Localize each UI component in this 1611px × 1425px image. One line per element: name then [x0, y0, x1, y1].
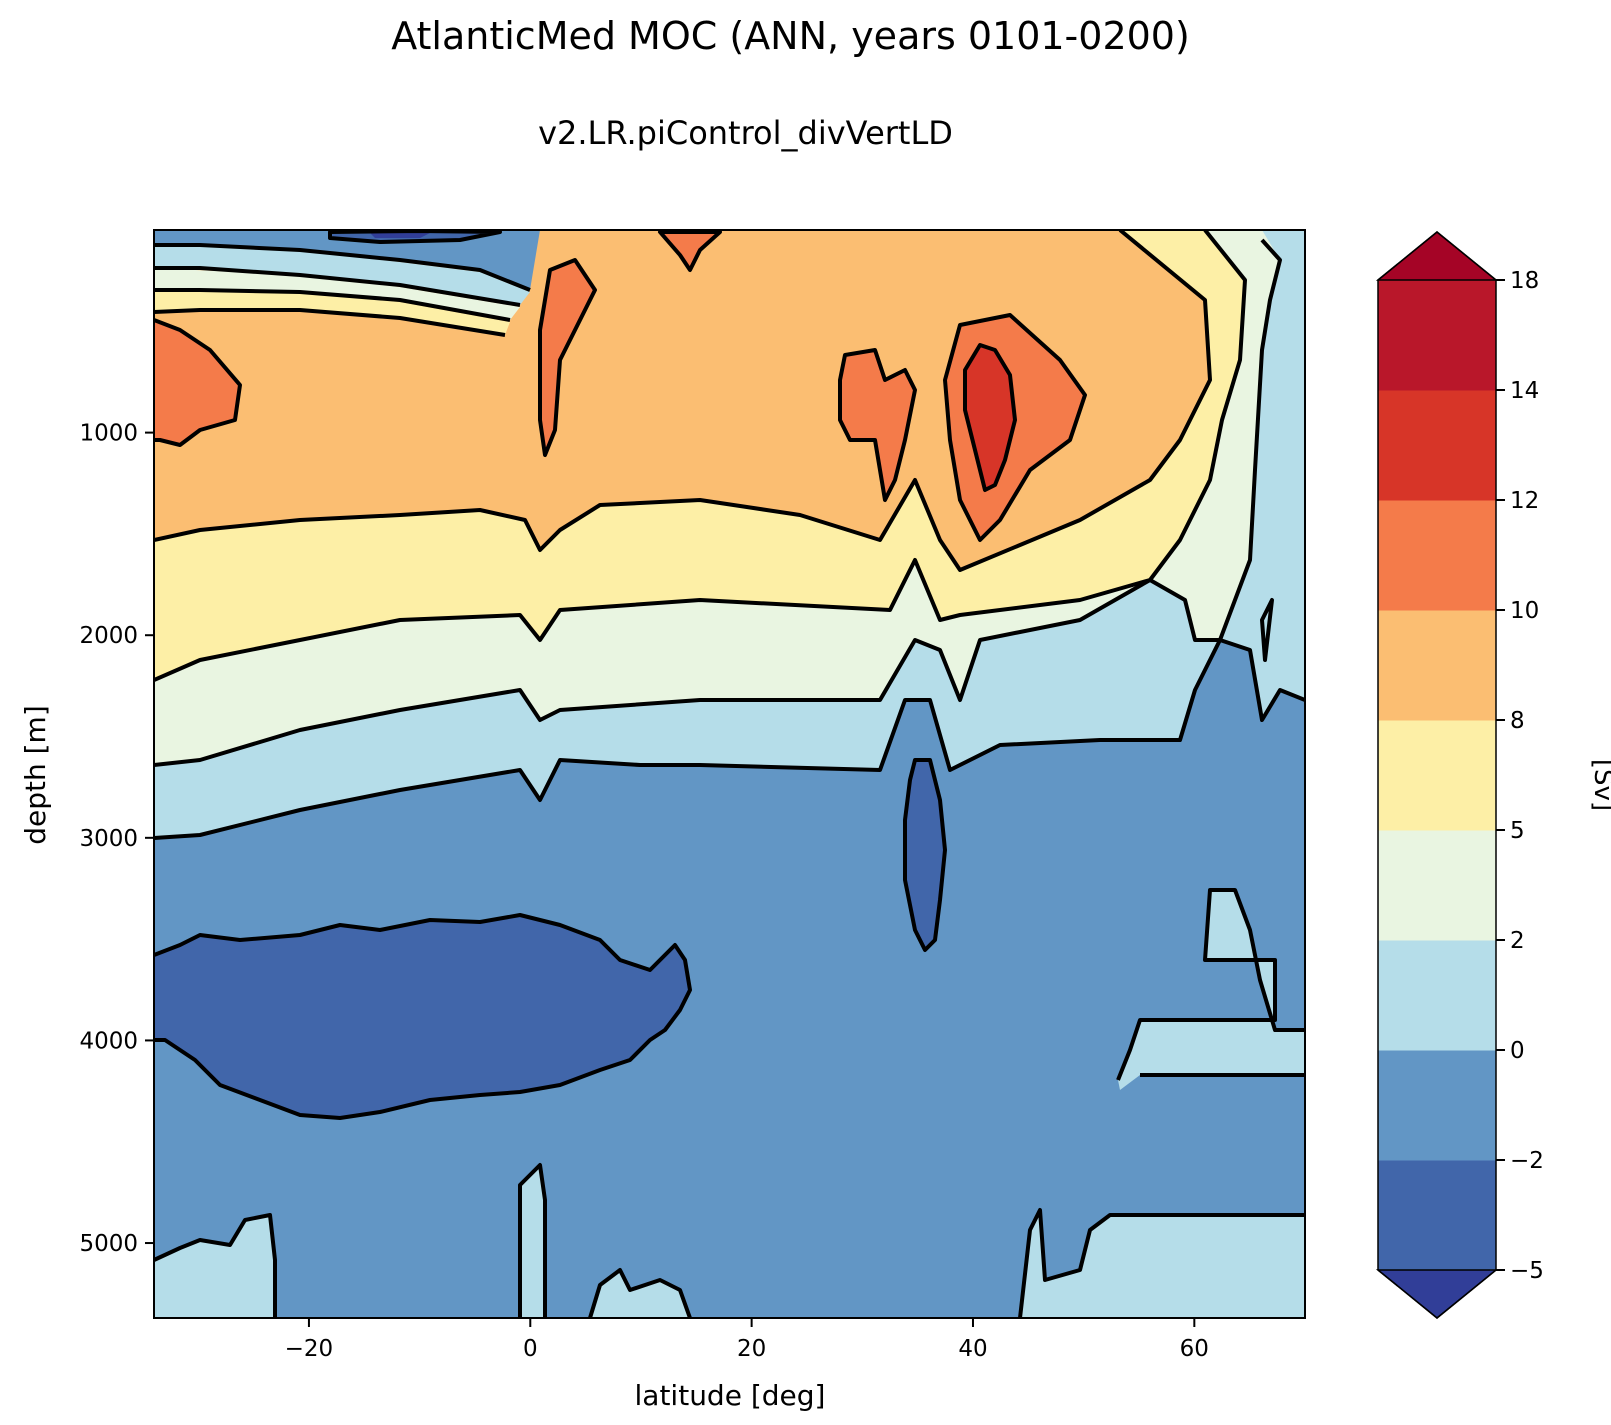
- contour-line: [154, 243, 531, 292]
- chart-subtitle: v2.LR.piControl_divVertLD: [538, 114, 953, 152]
- colorbar-extend-bottom: [1375, 1269, 1499, 1319]
- colorbar-segment: [1378, 500, 1496, 611]
- colorbar-segment: [1378, 720, 1496, 831]
- contour-line: [658, 230, 722, 272]
- field-band-0-2-bottom-east: [1020, 1210, 1305, 1318]
- colorbar-tick-label: −5: [1510, 1258, 1544, 1284]
- plot-frame: [153, 229, 1306, 1319]
- contour-line: [588, 1268, 692, 1318]
- contour-line: [154, 638, 1305, 840]
- colorbar-segment: [1378, 1050, 1496, 1161]
- field-band-surface-min: [370, 233, 430, 238]
- x-tick-label: 20: [737, 1336, 766, 1362]
- colorbar-tick-label: 14: [1510, 378, 1539, 404]
- colorbar-segment: [1378, 280, 1496, 391]
- colorbar-label: [Sv]: [1588, 759, 1611, 811]
- contour-line: [154, 1213, 277, 1318]
- contour-line: [903, 758, 947, 952]
- y-tick-label: 4000: [79, 1028, 138, 1054]
- y-tick-label: 5000: [79, 1231, 138, 1257]
- field-band-0-2-bottom-mid: [590, 1270, 690, 1318]
- y-axis-label: depth [m]: [19, 705, 52, 845]
- field-band-neg5-neg2-deep: [154, 915, 690, 1118]
- colorbar-tick-label: 12: [1510, 488, 1539, 514]
- colorbar-extend-top: [1375, 231, 1499, 281]
- x-tick-label: 0: [523, 1336, 538, 1362]
- contour-line: [963, 343, 1017, 492]
- contour-line: [154, 266, 521, 307]
- y-tick-label: 2000: [79, 623, 138, 649]
- colorbar-tick-label: 0: [1510, 1038, 1525, 1064]
- colorbar-tick-label: 2: [1510, 928, 1525, 954]
- contour-line: [538, 258, 597, 457]
- field-band-neg5-neg2-mid: [905, 760, 945, 950]
- colorbar-tick-label: 8: [1510, 708, 1525, 734]
- contour-line: [154, 308, 506, 337]
- x-axis-label: latitude [deg]: [635, 1379, 826, 1412]
- colorbar-tick-label: 5: [1510, 818, 1525, 844]
- colorbar-tick-label: 10: [1510, 598, 1539, 624]
- colorbar-segment: [1378, 1160, 1496, 1271]
- colorbar: −5 −2 0 2 5 8 10 12 14 18: [1375, 231, 1544, 1319]
- contour-line: [838, 348, 917, 502]
- field-band-10-12-equator: [540, 260, 595, 455]
- x-tick-label: −20: [285, 1336, 334, 1362]
- x-tick-label: 40: [958, 1336, 987, 1362]
- contour-line: [154, 318, 242, 447]
- contour-line: [154, 230, 1212, 572]
- contour-line: [1116, 888, 1305, 1081]
- field-band-10-12-mid: [840, 350, 915, 500]
- field-band-surface-neg: [154, 230, 540, 290]
- contour-line: [1018, 1208, 1305, 1318]
- field-band-0-2-east-shelf: [1118, 890, 1305, 1090]
- contour-plot: [154, 230, 1305, 1318]
- y-tick-label: 1000: [79, 421, 138, 447]
- contour-line: [154, 230, 1247, 682]
- colorbar-segment: [1378, 940, 1496, 1051]
- colorbar-segment: [1378, 610, 1496, 721]
- contour-line: [1260, 598, 1274, 662]
- contour-line: [943, 313, 1087, 542]
- x-axis: −20 0 20 40 60: [285, 1318, 1209, 1362]
- y-tick-label: 3000: [79, 826, 138, 852]
- field-band-0-2-bottom-equator: [520, 1165, 545, 1318]
- field-band-10-12-west: [154, 320, 240, 445]
- colorbar-segment: [1378, 830, 1496, 941]
- colorbar-tick-label: −2: [1510, 1148, 1544, 1174]
- contour-line: [154, 238, 1282, 767]
- chart-title: AtlanticMed MOC (ANN, years 0101-0200): [391, 14, 1190, 58]
- x-tick-label: 60: [1180, 1336, 1209, 1362]
- contour-line: [154, 288, 511, 322]
- colorbar-tick-label: 18: [1510, 268, 1539, 294]
- y-axis: 1000 2000 3000 4000 5000: [79, 421, 154, 1257]
- contour-line: [518, 1163, 547, 1318]
- contour-line: [154, 913, 692, 1120]
- field-band-0-2-bottom-left: [154, 1215, 275, 1318]
- field-band-10-12-surface: [660, 232, 720, 270]
- colorbar-segment: [1378, 390, 1496, 501]
